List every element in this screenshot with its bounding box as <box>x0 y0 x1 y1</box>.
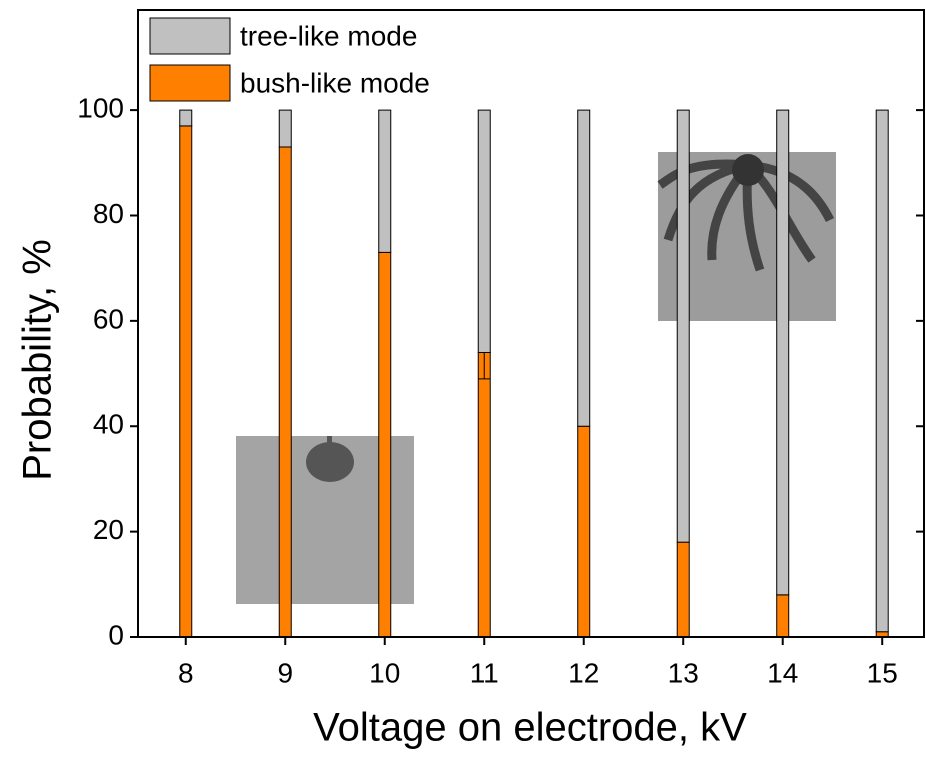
x-tick-label: 10 <box>369 657 400 688</box>
y-tick-label: 0 <box>108 619 124 650</box>
x-tick-label: 12 <box>568 657 599 688</box>
bar-segment <box>676 109 690 543</box>
legend-swatch <box>149 17 231 55</box>
bar-segment <box>676 541 690 638</box>
legend-label: tree-like mode <box>240 20 417 51</box>
bar-segment <box>179 125 193 638</box>
x-tick-label: 15 <box>867 657 898 688</box>
y-axis-label: Probability, % <box>16 239 60 481</box>
bar-segment <box>278 146 292 638</box>
y-tick-label: 80 <box>93 198 124 229</box>
bar-segment <box>477 351 491 638</box>
x-axis-label: Voltage on electrode, kV <box>313 706 747 750</box>
bar-segment <box>477 109 491 353</box>
y-tick-label: 40 <box>93 409 124 440</box>
y-tick-label: 60 <box>93 303 124 334</box>
x-tick-label: 9 <box>277 657 293 688</box>
bar-segment <box>278 109 292 148</box>
x-tick-label: 11 <box>470 657 499 688</box>
bar-segment <box>179 109 193 127</box>
bar-segment <box>776 109 790 596</box>
bar-segment <box>378 251 392 638</box>
y-tick-label: 100 <box>77 92 124 123</box>
bar-segment <box>776 594 790 638</box>
legend-swatch <box>149 64 231 102</box>
x-tick-label: 14 <box>767 657 798 688</box>
plot-frame <box>137 9 925 638</box>
bar-segment <box>875 109 889 633</box>
bar-segment <box>378 109 392 253</box>
bar-segment <box>577 109 591 427</box>
x-tick-label: 8 <box>178 657 194 688</box>
legend-label: bush-like mode <box>240 67 430 98</box>
y-tick-label: 20 <box>93 514 124 545</box>
bar-segment <box>577 425 591 638</box>
x-tick-label: 13 <box>668 657 699 688</box>
